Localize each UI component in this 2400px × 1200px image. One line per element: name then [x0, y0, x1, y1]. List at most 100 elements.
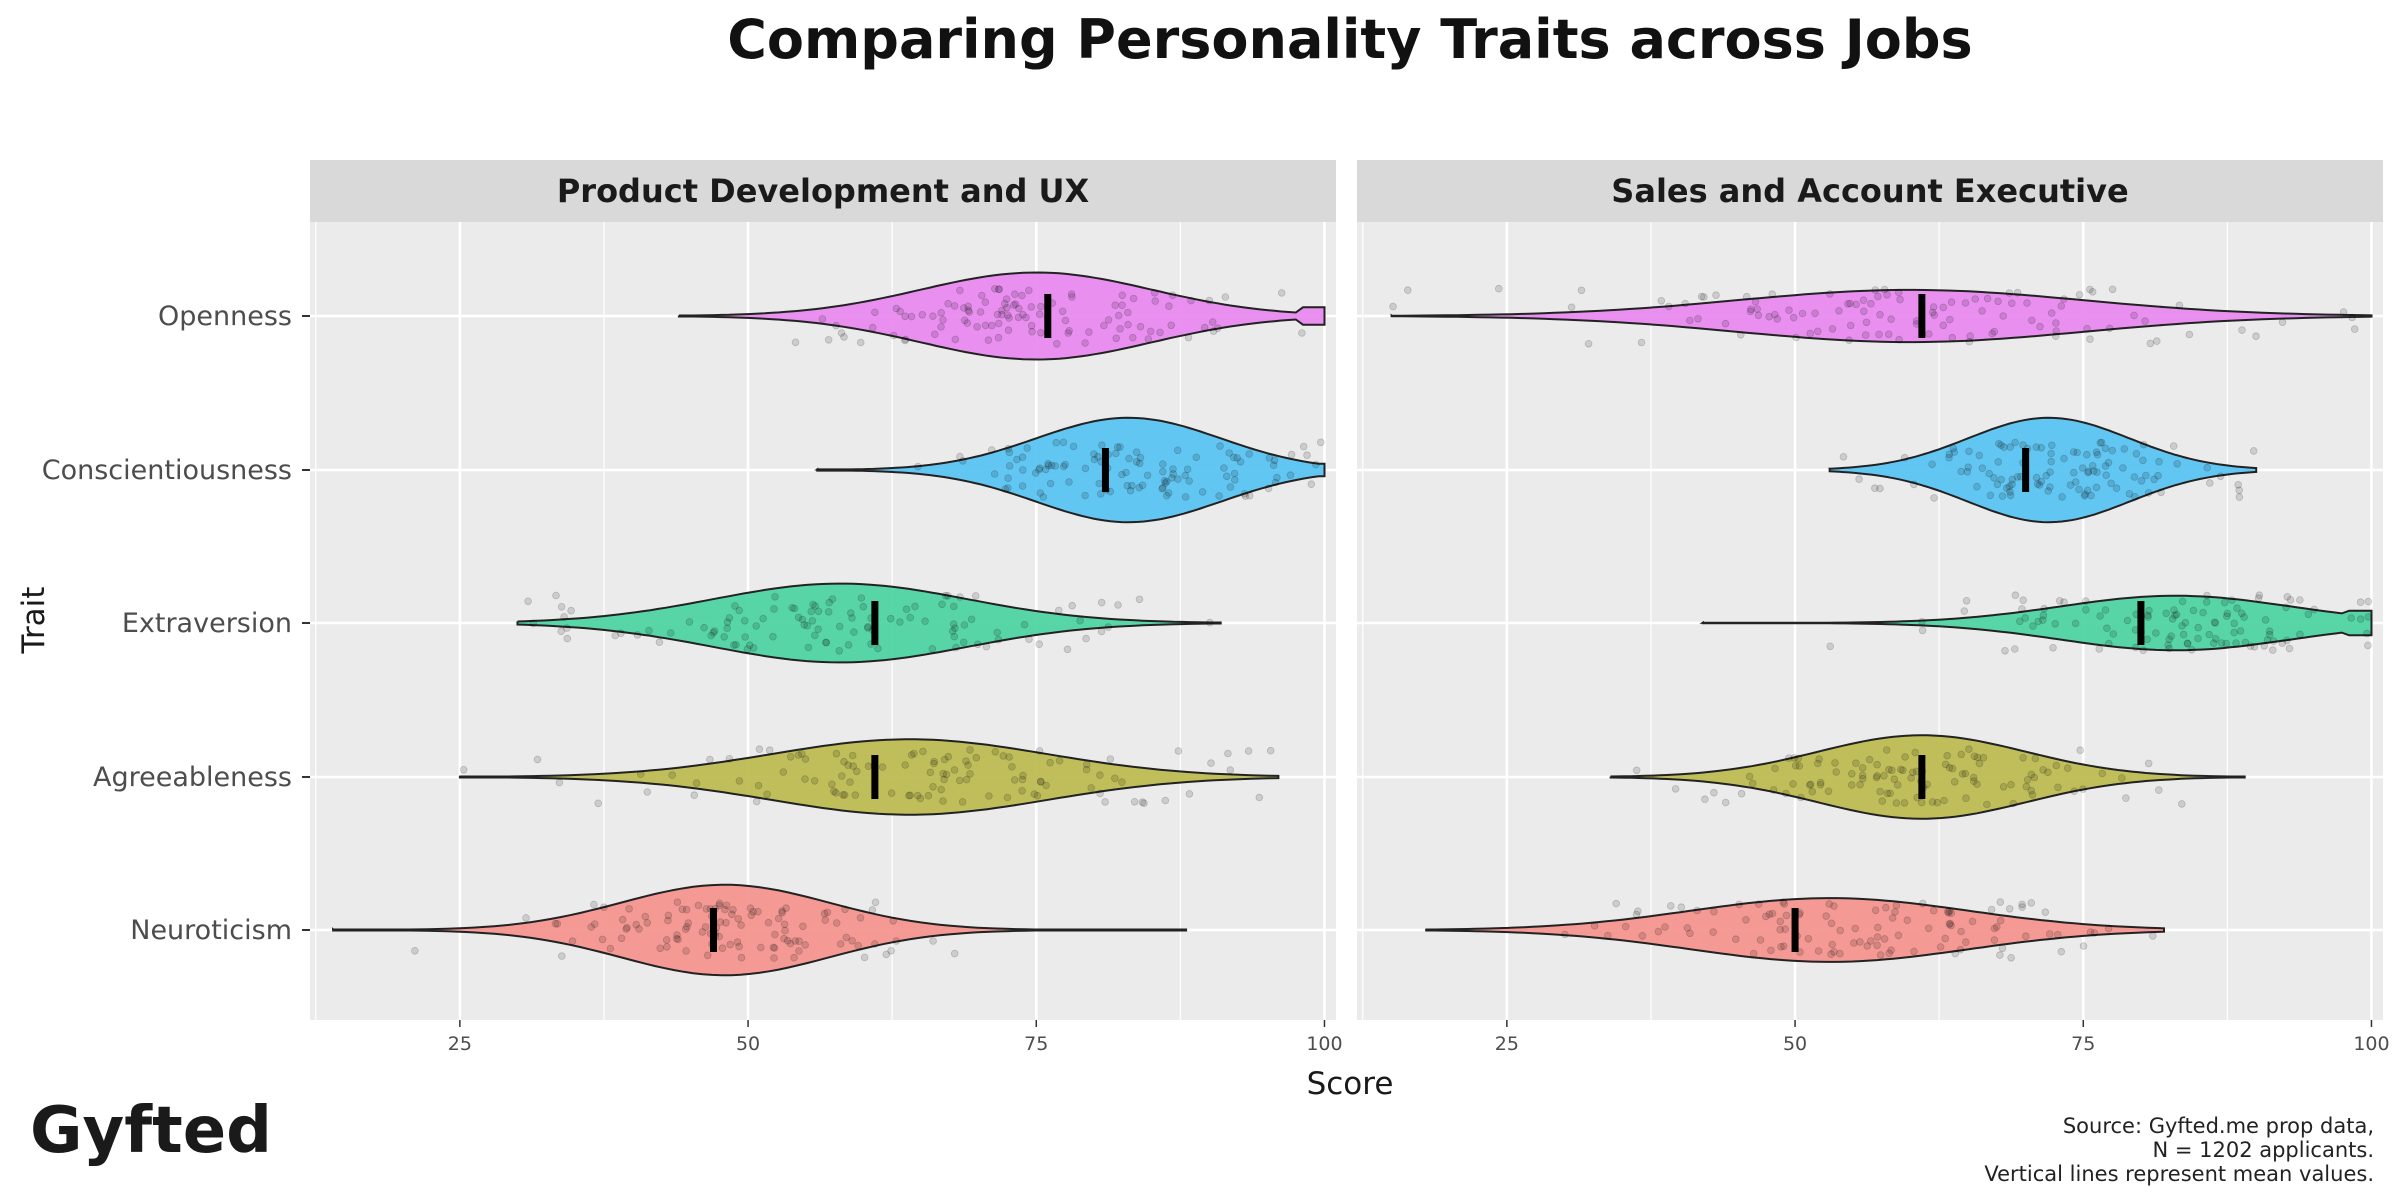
data-point [2104, 924, 2113, 933]
data-point [1917, 798, 1926, 807]
data-point [1667, 902, 1675, 910]
data-point [590, 920, 599, 928]
data-point [723, 624, 731, 632]
data-point [1941, 760, 1950, 769]
data-point [990, 284, 999, 293]
data-point [2042, 471, 2050, 480]
data-point [2282, 603, 2290, 612]
data-point [2069, 448, 2078, 456]
data-point [1960, 607, 1969, 615]
data-point [1990, 924, 1999, 933]
data-point [916, 794, 925, 803]
data-point [839, 791, 847, 799]
data-point [1094, 452, 1102, 461]
data-point [1822, 912, 1830, 920]
data-point [2008, 480, 2016, 489]
data-point [1986, 491, 1995, 500]
data-point [860, 953, 869, 962]
data-point [2008, 475, 2017, 484]
data-point [1975, 759, 1984, 768]
data-point [1712, 291, 1720, 300]
data-point [2003, 484, 2011, 493]
data-point [1779, 898, 1787, 906]
data-point [1065, 478, 1073, 486]
data-point [857, 594, 866, 602]
data-point [2178, 622, 2186, 630]
data-point [1076, 616, 1084, 625]
data-point [1804, 934, 1813, 943]
data-point [832, 788, 840, 797]
data-point [1925, 330, 1933, 338]
violin-neuroticism [331, 883, 1188, 977]
data-point [1936, 943, 1945, 951]
data-point [769, 943, 778, 952]
data-point [882, 950, 890, 959]
data-point [2028, 790, 2037, 799]
data-point [2079, 942, 2088, 950]
data-point [741, 633, 749, 641]
data-point [1068, 601, 1076, 610]
data-point [2088, 287, 2097, 296]
data-point [940, 775, 948, 784]
data-point [1929, 303, 1938, 311]
data-point [837, 329, 846, 337]
data-point [1266, 746, 1275, 755]
data-point [1771, 764, 1779, 773]
data-point [1208, 318, 1217, 326]
data-point [1848, 769, 1856, 778]
panel-strip [1357, 160, 2383, 222]
data-point [557, 602, 566, 611]
data-point [1025, 286, 1033, 295]
data-point [1223, 472, 1231, 481]
data-point [1027, 303, 1036, 311]
data-point [1206, 618, 1214, 627]
data-point [735, 777, 744, 785]
data-point [1671, 785, 1680, 793]
data-point [1856, 780, 1864, 789]
data-point [2170, 606, 2178, 614]
data-point [1900, 799, 1909, 807]
data-point [1495, 284, 1503, 293]
data-point [2139, 646, 2148, 654]
data-point [822, 638, 831, 647]
data-point [1805, 781, 1814, 789]
data-point [2037, 443, 2046, 452]
data-point [1185, 790, 1194, 798]
data-point [560, 613, 568, 621]
data-point [1785, 306, 1793, 315]
data-point [1018, 482, 1027, 490]
data-point [2039, 611, 2048, 620]
data-point [1878, 797, 1887, 805]
data-point [2039, 616, 2047, 624]
data-point [1693, 906, 1701, 915]
jitter-points [1839, 438, 2258, 502]
data-point [1928, 308, 1937, 317]
data-point [1978, 307, 1986, 315]
data-point [1111, 774, 1119, 783]
data-point [1018, 775, 1027, 784]
data-point [1978, 464, 1987, 473]
data-point [1661, 923, 1669, 931]
data-point [2096, 438, 2105, 447]
data-point [902, 605, 911, 613]
data-point [770, 944, 779, 952]
data-point [788, 603, 796, 612]
data-point [2051, 619, 2060, 628]
data-point [1965, 745, 1973, 753]
data-point [1116, 324, 1124, 333]
data-point [2211, 634, 2220, 643]
data-point [2144, 489, 2153, 497]
data-point [2350, 325, 2359, 333]
data-point [971, 592, 980, 600]
data-point [1979, 753, 1988, 762]
y-tick-label: Extraversion [122, 608, 292, 639]
data-point [2096, 612, 2104, 620]
data-point [1677, 903, 1686, 911]
data-point [1317, 438, 1325, 447]
data-point [2007, 780, 2015, 789]
data-point [2167, 632, 2176, 640]
data-point [764, 918, 773, 927]
data-point [1858, 771, 1867, 780]
brand-logo-text: Gyfted [30, 1094, 272, 1168]
jitter-points [791, 284, 1306, 348]
